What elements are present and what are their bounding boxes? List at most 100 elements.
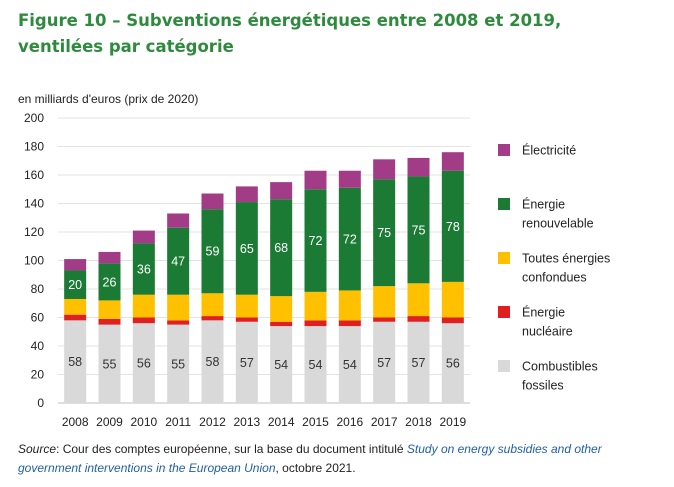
legend-label-4-line-1: fossiles: [522, 379, 564, 393]
bar-2018-series-0: [407, 321, 430, 403]
bar-2010-series-3: [132, 243, 155, 295]
data-label-2009-series-0: 55: [103, 357, 117, 371]
data-label-2016-series-3: 72: [343, 233, 357, 247]
y-tick-label-80: 80: [31, 282, 45, 296]
data-label-2008-series-3: 20: [68, 278, 82, 292]
bar-2017-series-0: [373, 321, 396, 403]
source-date: , octobre 2021.: [275, 461, 356, 475]
data-label-2014-series-3: 68: [274, 241, 288, 255]
bar-2016-series-4: [338, 170, 361, 188]
bar-2016-series-1: [338, 320, 361, 327]
data-label-2018-series-3: 75: [412, 223, 426, 237]
bar-2011-series-1: [167, 320, 190, 325]
y-tick-label-140: 140: [24, 197, 44, 211]
bar-2009-series-2: [98, 300, 121, 319]
bar-2018-series-3: [407, 176, 430, 284]
bar-2011-series-0: [167, 324, 190, 403]
data-label-2018-series-0: 57: [412, 356, 426, 370]
x-tick-label-2015: 2015: [302, 415, 329, 429]
page-title: Figure 10 – Subventions énergétiques ent…: [18, 11, 562, 56]
legend-label-2-line-0: Toutes énergies: [522, 252, 610, 266]
legend: Électricité Énergie renouvelable Toutes éne…: [498, 143, 610, 393]
bar-2011-series-3: [167, 227, 190, 295]
gridlines: [58, 117, 470, 404]
bar-2017-series-3: [373, 179, 396, 287]
bar-2013-series-4: [235, 186, 258, 203]
bar-2008-series-3: [64, 270, 87, 299]
bar-2019-series-4: [441, 152, 464, 171]
legend-label-1-line-1: renouvelable: [522, 217, 594, 231]
data-label-2012-series-3: 59: [206, 245, 220, 259]
bar-2017-series-2: [373, 286, 396, 318]
data-label-2011-series-0: 55: [171, 357, 185, 371]
data-label-2019-series-0: 56: [446, 357, 460, 371]
bar-2017-series-1: [373, 317, 396, 322]
legend-label-3-line-0: Énergie: [522, 305, 565, 320]
data-label-2013-series-0: 57: [240, 356, 254, 370]
bar-2013-series-1: [235, 317, 258, 322]
y-tick-label-40: 40: [31, 339, 45, 353]
bar-2008-series-4: [64, 259, 87, 271]
y-tick-label-60: 60: [31, 311, 45, 325]
legend-swatch-4: [498, 360, 510, 372]
bar-2019-series-0: [441, 323, 464, 403]
bar-2019-series-1: [441, 317, 464, 324]
data-label-2009-series-3: 26: [103, 275, 117, 289]
bar-2016-series-3: [338, 187, 361, 291]
x-tick-label-2017: 2017: [371, 415, 398, 429]
x-tick-label-2019: 2019: [439, 415, 466, 429]
y-tick-label-0: 0: [37, 396, 44, 410]
y-tick-label-180: 180: [24, 140, 44, 154]
x-tick-label-2018: 2018: [405, 415, 432, 429]
data-label-2016-series-0: 54: [343, 358, 357, 372]
legend-swatch-0: [498, 144, 510, 156]
bar-2014-series-4: [270, 182, 293, 200]
bar-2018-series-1: [407, 316, 430, 322]
source-label: Source: [18, 442, 57, 456]
data-label-2014-series-0: 54: [274, 358, 288, 372]
x-tick-label-2009: 2009: [96, 415, 123, 429]
bar-2013-series-0: [235, 321, 258, 403]
bar-2014-series-2: [270, 296, 293, 322]
data-label-2017-series-3: 75: [377, 226, 391, 240]
bar-2018-series-2: [407, 283, 430, 317]
bar-2012-series-3: [201, 209, 224, 294]
legend-label-3-line-1: nucléaire: [522, 325, 573, 339]
x-tick-label-2011: 2011: [165, 415, 191, 429]
bar-2015-series-1: [304, 320, 327, 327]
bar-2009-series-1: [98, 318, 121, 325]
bar-2016-series-2: [338, 290, 361, 321]
data-label-2015-series-3: 72: [309, 234, 323, 248]
bar-2009-series-3: [98, 263, 121, 301]
x-tick-label-2016: 2016: [336, 415, 363, 429]
bar-2014-series-0: [270, 326, 293, 403]
bar-2010-series-2: [132, 294, 155, 318]
bar-2015-series-2: [304, 291, 327, 321]
bar-2008-series-2: [64, 298, 87, 315]
data-label-2010-series-3: 36: [137, 263, 151, 277]
y-tick-label-120: 120: [24, 225, 44, 239]
data-label-2017-series-0: 57: [377, 356, 391, 370]
legend-label-4-line-0: Combustibles: [522, 360, 598, 374]
bar-2015-series-0: [304, 326, 327, 403]
bar-2015-series-3: [304, 189, 327, 292]
bar-2017-series-4: [373, 159, 396, 180]
x-tick-label-2012: 2012: [199, 415, 226, 429]
x-tick-labels: 2008 2009 2010 2011 2012 2013 2014 2015 2016 2017…: [62, 415, 467, 429]
bar-2015-series-4: [304, 170, 327, 190]
legend-swatch-1: [498, 198, 510, 210]
bar-2016-series-0: [338, 326, 361, 403]
y-tick-labels: 0 20 40 60 80 100 120 140 160 180 200: [24, 111, 44, 410]
bar-2019-series-2: [441, 281, 464, 318]
bar-2018-series-4: [407, 157, 430, 177]
data-label-2019-series-3: 78: [446, 220, 460, 234]
bars: 58 20 55 26 56 36 55 47 58 59 57 65 54 68 54 72 54 72 57 75…: [64, 152, 464, 403]
bar-2012-series-4: [201, 193, 224, 210]
source-text: : Cour des comptes européenne, sur la ba…: [56, 442, 407, 456]
y-tick-label-200: 200: [24, 111, 44, 125]
data-label-2011-series-3: 47: [171, 255, 185, 269]
bar-2008-series-0: [64, 320, 87, 403]
bar-2010-series-4: [132, 230, 155, 244]
source-note: Source: Cour des comptes européenne, sur…: [18, 440, 658, 478]
source-link[interactable]: Study on energy subsidies and other gove…: [18, 442, 602, 475]
